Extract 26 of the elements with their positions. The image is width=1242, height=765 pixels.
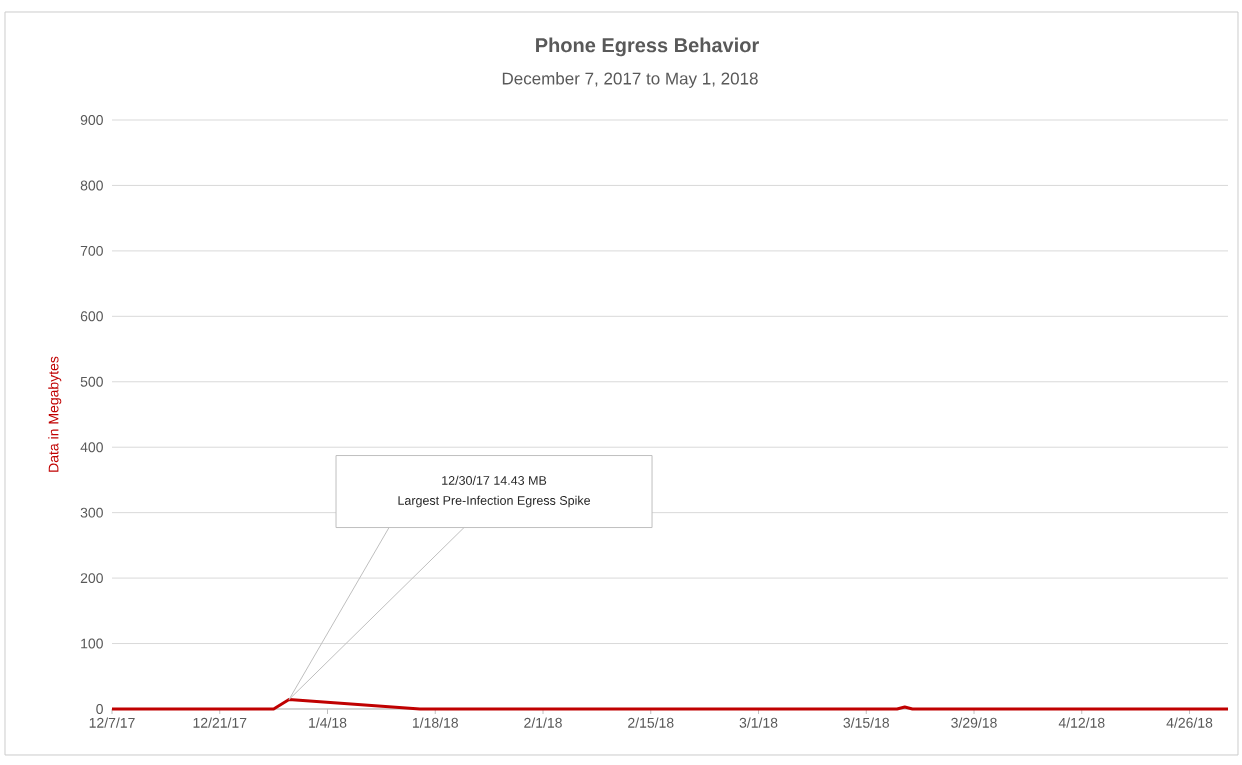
x-tick-label: 12/21/17 (193, 717, 247, 728)
x-tick-label: 2/15/18 (628, 717, 674, 728)
x-tick-label: 3/29/18 (951, 717, 997, 728)
y-tick-label: 300 (80, 507, 103, 518)
x-tick-label: 3/1/18 (739, 717, 778, 728)
y-tick-label: 0 (96, 704, 103, 714)
y-tick-label: 200 (80, 573, 103, 584)
y-tick-label: 700 (80, 245, 103, 256)
y-tick-label: 600 (80, 311, 103, 322)
x-tick-label: 1/18/18 (412, 717, 458, 728)
annotation: Largest Pre-Infection Egress Spike (398, 495, 591, 508)
y-tick-label: 800 (80, 180, 103, 191)
x-tick-label: 2/1/18 (524, 717, 562, 728)
chart-subtitle: December 7, 2017 to May 1, 2018 (502, 72, 758, 88)
x-tick-label: 3/15/18 (843, 717, 890, 728)
x-tick-label: 1/4/18 (309, 717, 347, 728)
y-tick-label: 100 (81, 638, 103, 649)
y-tick-label: 400 (80, 442, 103, 453)
x-tick-label: 12/7/17 (89, 717, 135, 728)
y-tick-label: 900 (80, 115, 103, 125)
annotation: 12/30/17 14.43 MB (442, 475, 547, 485)
y-tick-label: 500 (80, 376, 103, 387)
y-axis-title: Data in Megabytes (48, 356, 62, 472)
x-tick-label: 4/12/18 (1058, 717, 1105, 728)
x-tick-label: 4/26/18 (1166, 717, 1213, 728)
chart-title: Phone Egress Behavior (536, 37, 759, 57)
